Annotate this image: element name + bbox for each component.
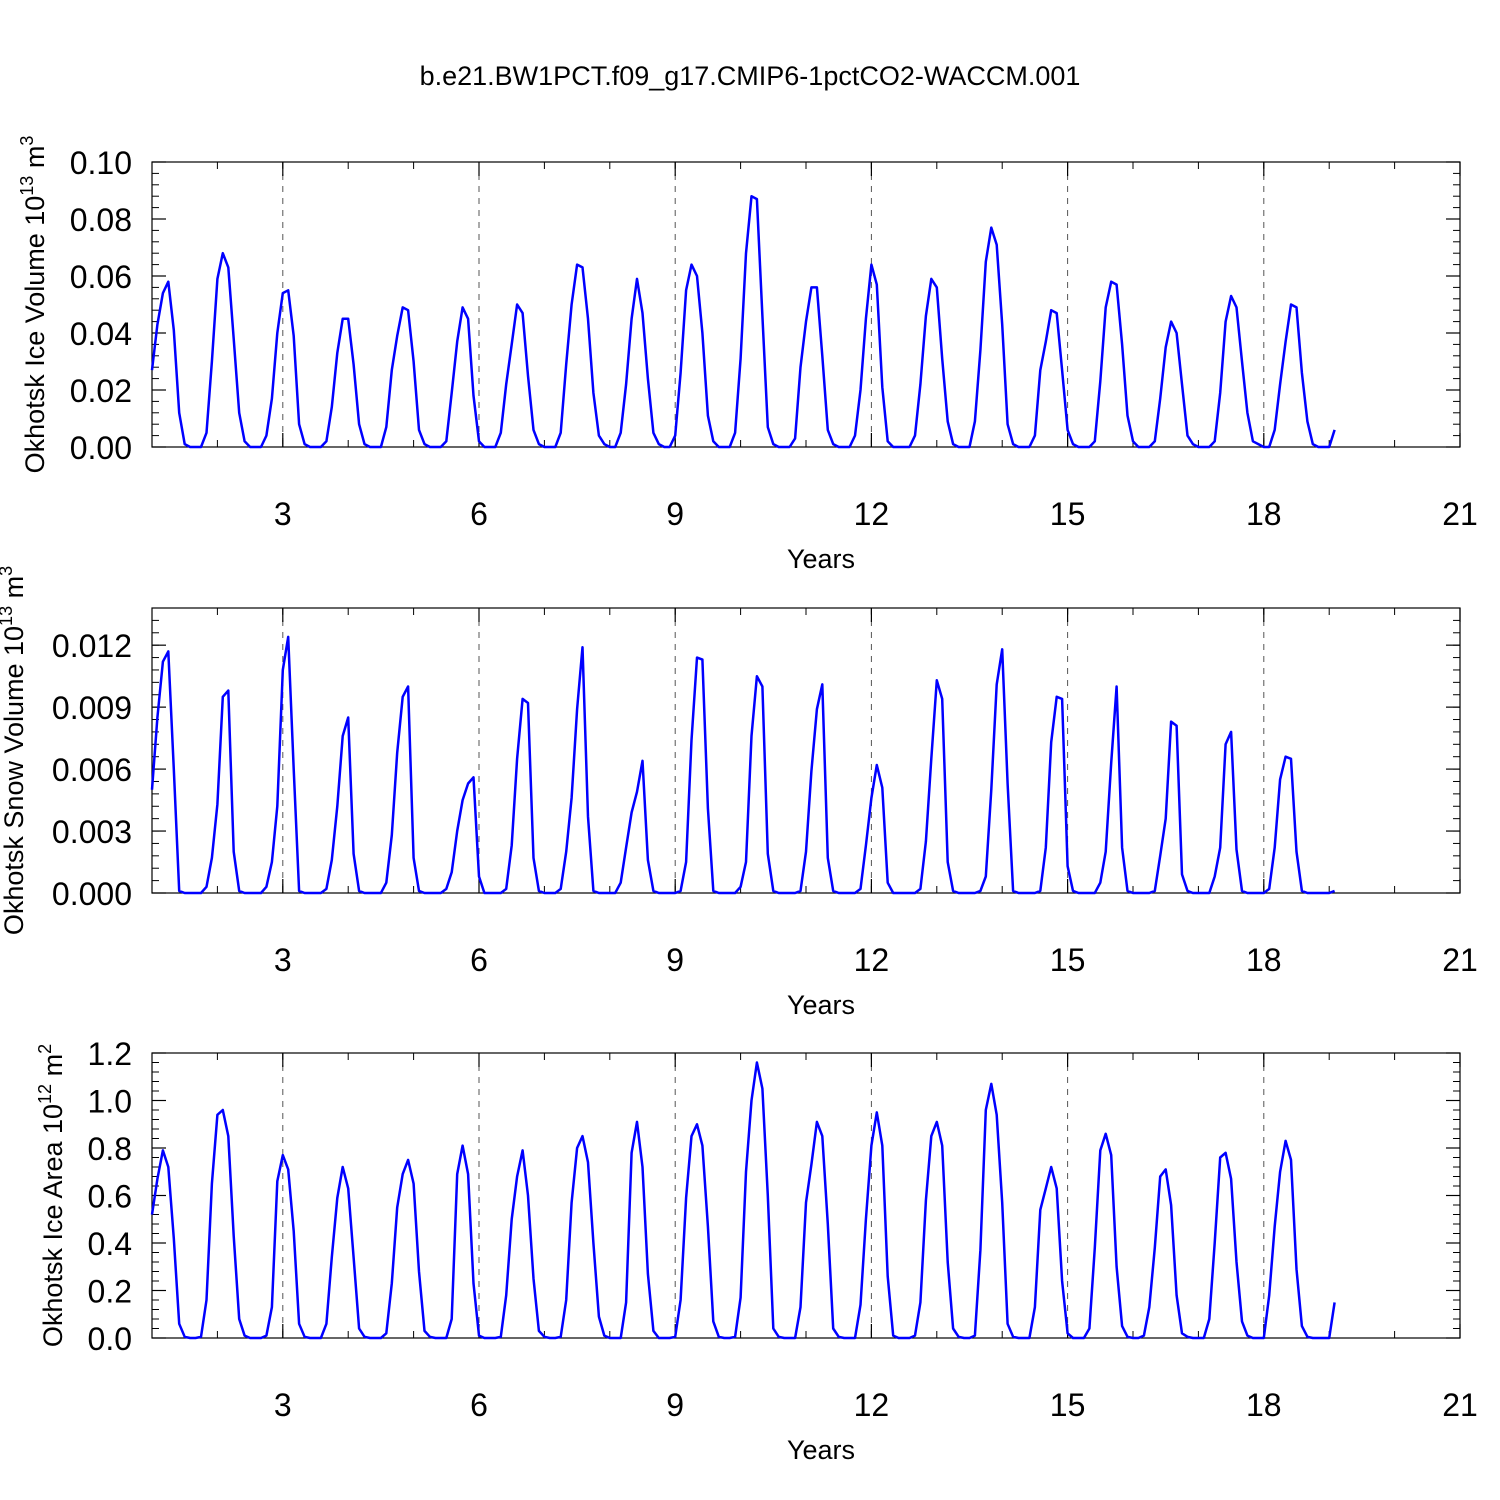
x-tick-label: 6 [470,1387,488,1423]
y-axis-title-ylabel-unit-exp: 2 [35,1044,55,1054]
x-tick-label: 12 [854,942,890,978]
y-tick-label: 0.00 [70,430,132,466]
y-axis-title-ylabel-unit-exp: 3 [17,136,37,146]
y-tick-label: 0.006 [52,752,132,788]
y-tick-label: 0.2 [88,1274,132,1310]
x-tick-label: 12 [854,1387,890,1423]
series-line [150,1061,1336,1340]
plot-frame [151,607,1461,894]
x-tick-label: 12 [854,496,890,532]
y-tick-label: 0.06 [70,259,132,295]
y-tick-label: 1.2 [88,1036,132,1072]
y-axis-title: Okhotsk Snow Volume 1013 m3 [0,566,29,935]
y-tick-label: 0.012 [52,628,132,664]
y-tick-label: 0.02 [70,373,132,409]
y-tick-label: 0.10 [70,145,132,181]
y-tick-label: 0.8 [88,1131,132,1167]
x-axis-title: Years [787,1435,855,1465]
x-tick-label: 15 [1050,1387,1086,1423]
x-tick-label: 18 [1246,942,1282,978]
x-tick-label: 15 [1050,496,1086,532]
y-tick-label: 0.000 [52,876,132,912]
x-tick-label: 3 [274,942,292,978]
x-tick-label: 6 [470,942,488,978]
x-axis-title: Years [787,544,855,574]
y-axis-title-ylabel-exp: 13 [17,176,37,196]
series-line [150,194,1336,449]
y-axis-title-ylabel: Okhotsk Snow Volume 10 [0,626,29,935]
x-tick-label: 21 [1442,1387,1478,1423]
y-axis-title-ylabel-exp: 12 [35,1084,55,1104]
y-axis-title-ylabel-unit-exp: 3 [0,566,16,576]
y-tick-label: 0.009 [52,690,132,726]
x-tick-label: 18 [1246,496,1282,532]
y-axis-title: Okhotsk Ice Area 1012 m2 [35,1044,68,1347]
y-tick-label: 0.08 [70,202,132,238]
x-tick-label: 9 [666,1387,684,1423]
y-axis-title: Okhotsk Ice Volume 1013 m3 [17,136,50,474]
plot-frame [151,161,1461,448]
panel-1: 3 6 9 12 15 18 21 0.00 0.02 0.04 0.06 0.08 0.10 Years… [17,136,1478,574]
x-tick-label: 3 [274,496,292,532]
y-axis-title-ylabel: Okhotsk Ice Area 10 [38,1104,68,1347]
y-axis-title-ylabel-unit: m [20,146,50,176]
y-axis-title-ylabel-unit: m [0,576,29,606]
plot-frame [151,1052,1461,1339]
x-tick-label: 15 [1050,942,1086,978]
x-tick-label: 21 [1442,942,1478,978]
panel-2: 3 6 9 12 15 18 21 0.000 0.003 0.006 0.009 0.012 Year… [0,566,1478,1020]
x-tick-label: 6 [470,496,488,532]
y-axis-title-ylabel-exp: 13 [0,606,16,626]
y-axis-title-ylabel-unit: m [38,1054,68,1084]
y-tick-label: 0.04 [70,316,132,352]
x-axis-title: Years [787,990,855,1020]
y-tick-label: 0.003 [52,814,132,850]
x-tick-label: 9 [666,496,684,532]
y-tick-label: 0.0 [88,1321,132,1357]
y-axis-title-ylabel: Okhotsk Ice Volume 10 [20,196,50,474]
x-tick-label: 21 [1442,496,1478,532]
panel-3: 3 6 9 12 15 18 21 0.0 0.2 0.4 0.6 0.8 1.0 1.2 Years Okh… [35,1036,1478,1465]
figure-title: b.e21.BW1PCT.f09_g17.CMIP6-1pctCO2-WACCM… [420,61,1081,91]
series-line [150,635,1336,895]
x-tick-label: 18 [1246,1387,1282,1423]
x-tick-label: 3 [274,1387,292,1423]
y-tick-label: 0.4 [88,1226,132,1262]
x-tick-label: 9 [666,942,684,978]
y-tick-label: 1.0 [88,1084,132,1120]
y-tick-label: 0.6 [88,1179,132,1215]
